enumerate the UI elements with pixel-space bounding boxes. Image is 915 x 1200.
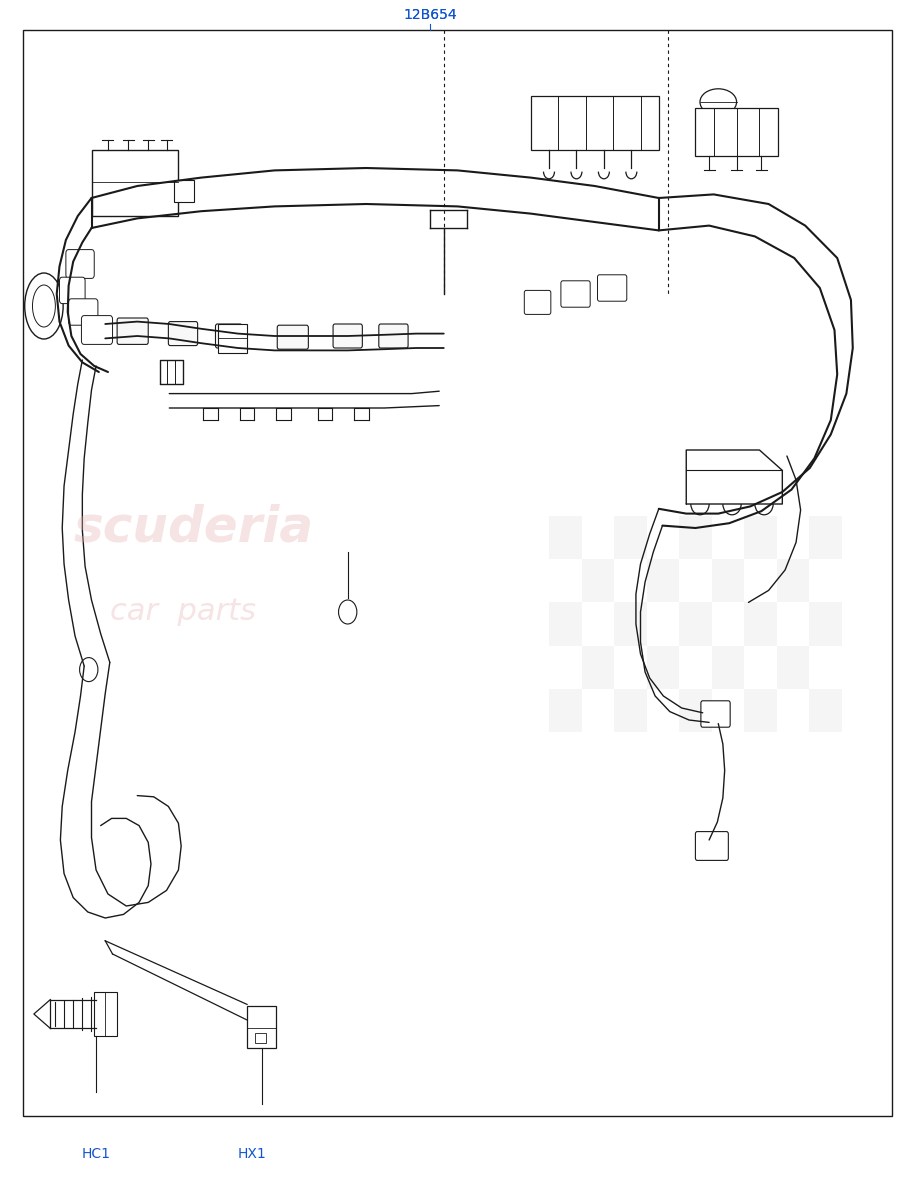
FancyBboxPatch shape: [59, 277, 85, 304]
Bar: [809, 689, 842, 732]
Bar: [744, 689, 777, 732]
FancyBboxPatch shape: [277, 325, 308, 349]
Bar: [614, 602, 647, 646]
Bar: [582, 559, 614, 602]
Bar: [679, 602, 712, 646]
Bar: [582, 646, 614, 689]
Text: 12B654: 12B654: [404, 7, 457, 22]
Bar: [712, 646, 744, 689]
Bar: [679, 516, 712, 559]
Bar: [809, 602, 842, 646]
FancyBboxPatch shape: [379, 324, 408, 348]
Circle shape: [339, 600, 357, 624]
FancyBboxPatch shape: [561, 281, 590, 307]
FancyBboxPatch shape: [597, 275, 627, 301]
FancyBboxPatch shape: [216, 324, 242, 348]
Bar: [777, 646, 809, 689]
Bar: [712, 559, 744, 602]
Bar: [647, 559, 679, 602]
FancyBboxPatch shape: [524, 290, 551, 314]
FancyBboxPatch shape: [69, 299, 98, 325]
Bar: [218, 324, 247, 353]
Text: 12B654: 12B654: [404, 7, 457, 22]
FancyBboxPatch shape: [117, 318, 148, 344]
Bar: [255, 1033, 266, 1043]
FancyBboxPatch shape: [333, 324, 362, 348]
Bar: [777, 559, 809, 602]
Bar: [531, 96, 659, 150]
Bar: [744, 516, 777, 559]
Bar: [614, 689, 647, 732]
Bar: [614, 516, 647, 559]
Bar: [809, 516, 842, 559]
Circle shape: [80, 658, 98, 682]
Bar: [695, 108, 778, 156]
Ellipse shape: [33, 284, 56, 326]
Bar: [647, 646, 679, 689]
Bar: [549, 602, 582, 646]
Text: HC1: HC1: [81, 1147, 111, 1162]
Bar: [549, 689, 582, 732]
Bar: [744, 602, 777, 646]
Bar: [174, 180, 194, 202]
Ellipse shape: [25, 272, 63, 338]
Text: HX1: HX1: [237, 1147, 266, 1162]
FancyBboxPatch shape: [168, 322, 198, 346]
Bar: [94, 992, 117, 1036]
Ellipse shape: [700, 89, 737, 115]
Text: car  parts: car parts: [110, 598, 256, 626]
FancyBboxPatch shape: [66, 250, 94, 278]
FancyBboxPatch shape: [701, 701, 730, 727]
Bar: [679, 689, 712, 732]
Bar: [92, 150, 178, 216]
FancyBboxPatch shape: [81, 316, 113, 344]
Bar: [549, 516, 582, 559]
Bar: [247, 1006, 276, 1048]
Text: scuderia: scuderia: [73, 504, 313, 552]
FancyBboxPatch shape: [695, 832, 728, 860]
